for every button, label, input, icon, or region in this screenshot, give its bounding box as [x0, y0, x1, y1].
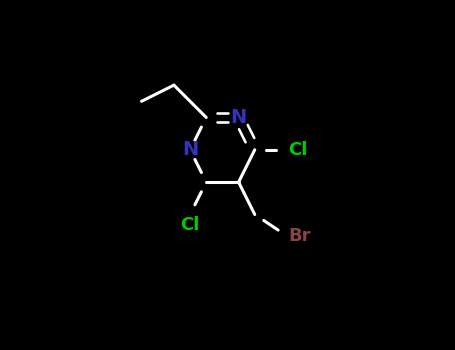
Text: Br: Br — [288, 227, 311, 245]
Text: N: N — [182, 140, 198, 159]
Text: N: N — [230, 108, 247, 127]
Text: Cl: Cl — [180, 216, 200, 234]
Text: Cl: Cl — [288, 141, 308, 159]
